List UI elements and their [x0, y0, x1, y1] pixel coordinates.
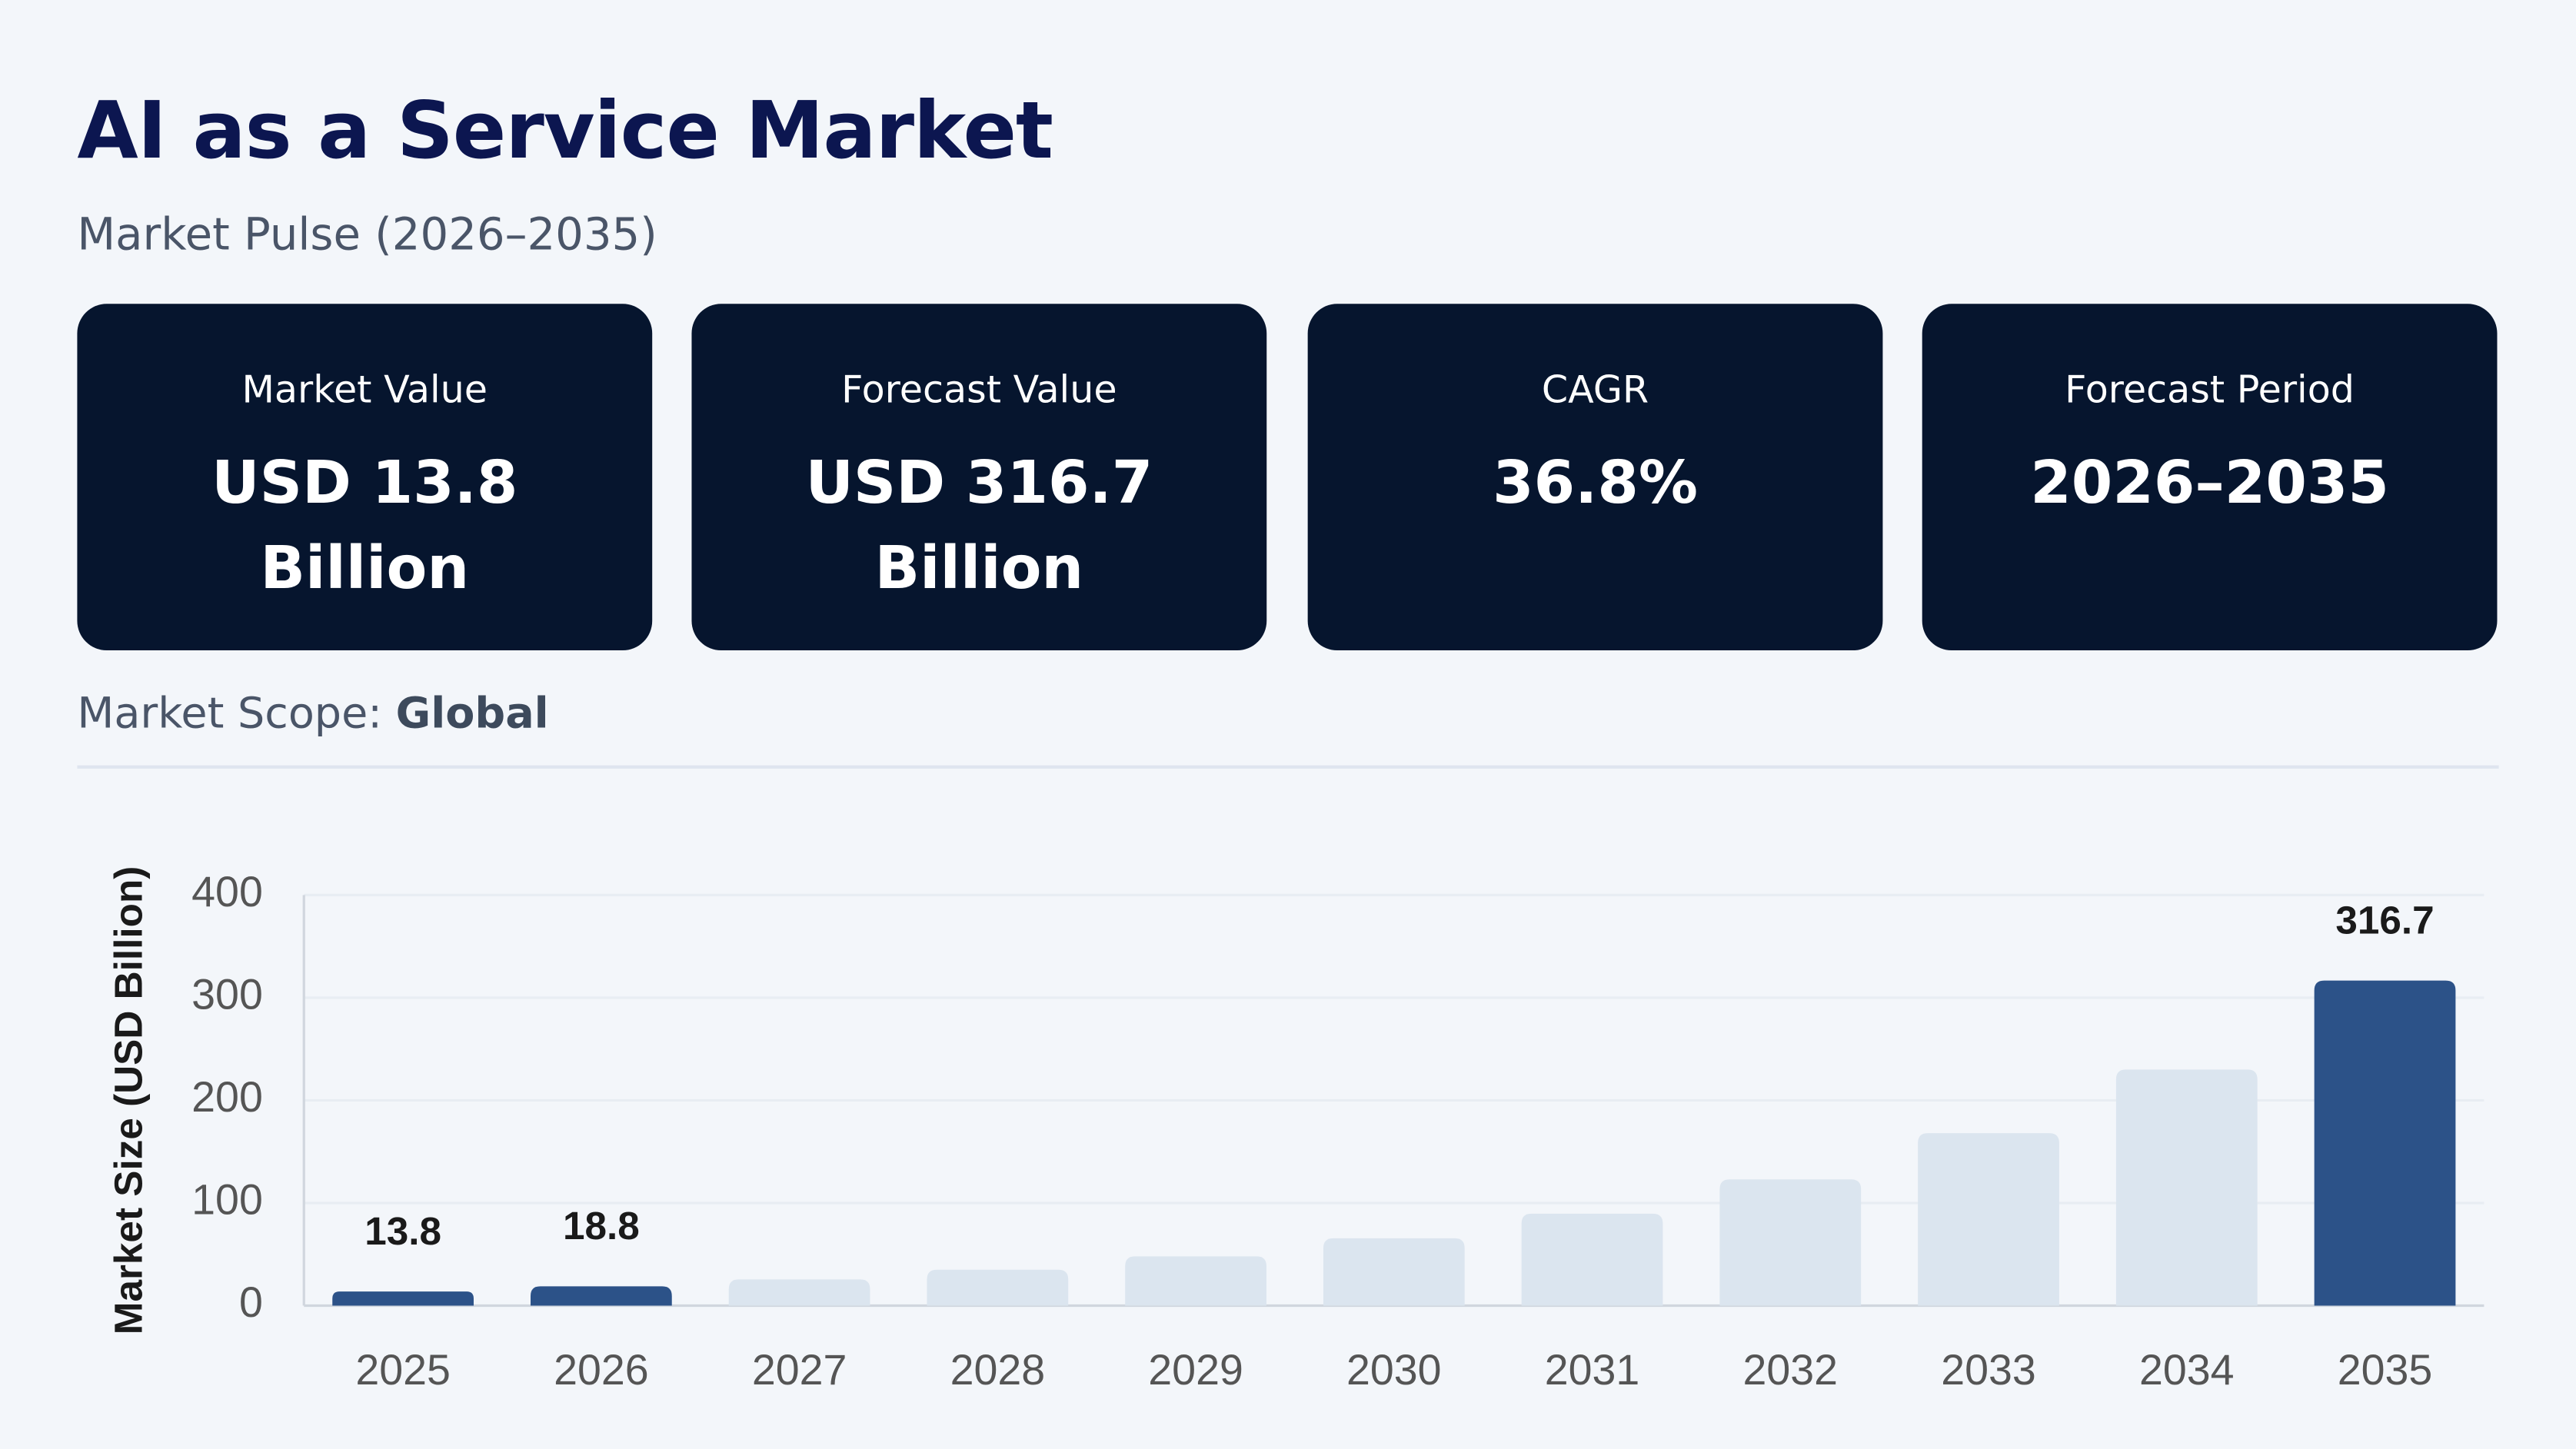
x-tick-label: 2025: [355, 1346, 451, 1394]
y-tick-label: 200: [191, 1073, 263, 1121]
divider: [77, 765, 2499, 769]
y-axis-title: Market Size (USD Billion): [106, 866, 150, 1335]
kpi-card: CAGR 36.8%: [1307, 304, 1883, 651]
kpi-label: CAGR: [1541, 369, 1649, 413]
x-tick-label: 2035: [2338, 1346, 2433, 1394]
bar: [1521, 1213, 1663, 1306]
market-scope: Market Scope: Global: [77, 690, 548, 739]
x-tick-label: 2031: [1545, 1346, 1640, 1394]
x-tick-label: 2034: [2139, 1346, 2235, 1394]
x-tick-label: 2027: [752, 1346, 847, 1394]
bar: [530, 1286, 672, 1306]
kpi-value: USD 316.7 Billion: [805, 450, 1153, 603]
subtitle: Market Pulse (2026–2035): [77, 210, 657, 261]
value-label: 316.7: [2335, 898, 2434, 942]
kpi-value: 2026–2035: [2030, 450, 2389, 517]
x-tick-label: 2026: [554, 1346, 649, 1394]
kpi-card: Forecast Value USD 316.7 Billion: [691, 304, 1267, 651]
x-tick-label: 2028: [950, 1346, 1046, 1394]
bar: [927, 1269, 1069, 1306]
x-tick-label: 2029: [1148, 1346, 1243, 1394]
x-tick-label: 2032: [1743, 1346, 1839, 1394]
kpi-label: Market Value: [241, 369, 488, 413]
kpi-label: Forecast Value: [841, 369, 1117, 413]
y-tick-label: 400: [191, 868, 263, 916]
bar: [332, 1291, 474, 1306]
y-tick-label: 300: [191, 971, 263, 1019]
scope-label: Market Scope:: [77, 690, 382, 739]
x-tick-label: 2033: [1941, 1346, 2036, 1394]
bar: [728, 1279, 870, 1306]
y-tick-label: 0: [239, 1278, 263, 1326]
bar: [2115, 1069, 2258, 1306]
bar: [1323, 1238, 1465, 1306]
bar: [1719, 1179, 1862, 1306]
kpi-value: USD 13.8 Billion: [211, 450, 518, 603]
kpi-value: 36.8%: [1493, 450, 1698, 517]
bar: [1125, 1256, 1266, 1306]
y-tick-label: 100: [191, 1176, 263, 1224]
kpi-card: Forecast Period 2026–2035: [1922, 304, 2498, 651]
kpi-card: Market Value USD 13.8 Billion: [77, 304, 653, 651]
bar: [2314, 980, 2456, 1306]
value-label: 13.8: [364, 1209, 441, 1253]
kpi-label: Forecast Period: [2065, 369, 2355, 413]
bar: [1918, 1133, 2059, 1306]
x-tick-label: 2030: [1346, 1346, 1442, 1394]
scope-value: Global: [395, 690, 549, 739]
title: AI as a Service Market: [77, 85, 1053, 178]
value-label: 18.8: [563, 1204, 640, 1248]
